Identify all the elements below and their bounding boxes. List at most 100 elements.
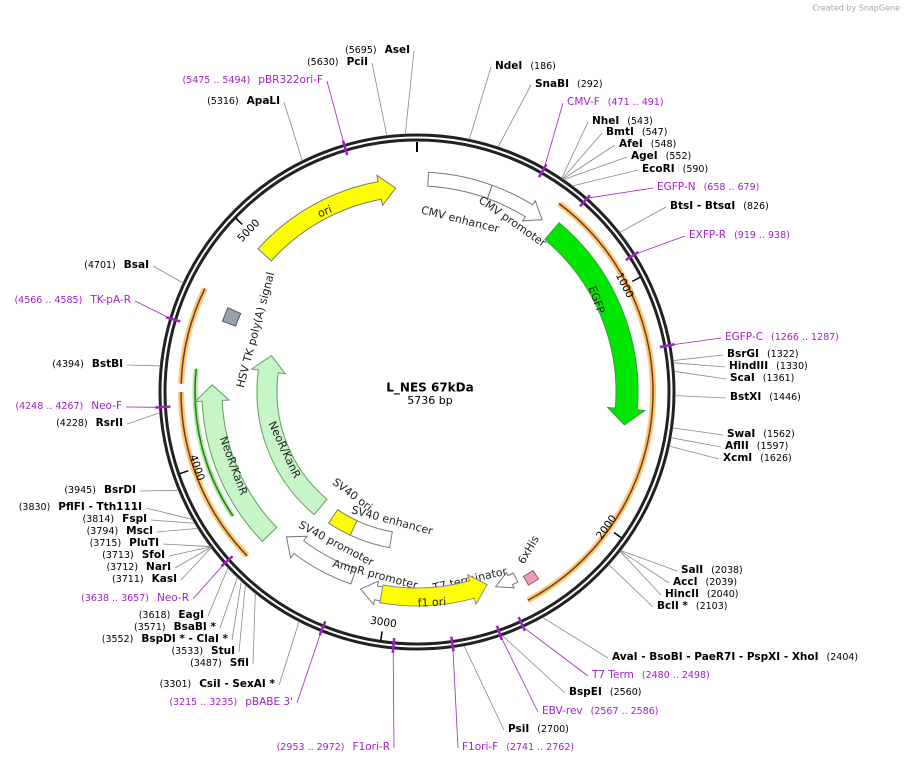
site-name: EGFP-N [657,181,696,193]
site-name: BstBI [92,358,123,370]
site-position: (3301) [160,679,192,690]
site-connector [502,636,565,693]
site-label: (5695)AseI [345,44,410,56]
feature-arrow [258,175,396,261]
site-name: BsaI [124,259,149,271]
site-connector [393,649,394,748]
site-position: (1562) [763,429,795,440]
site-position: (3487) [190,658,222,669]
site-label: XcmI (1626) [723,452,792,464]
site-name: F1ori-F [462,741,498,753]
site-name: EBV-rev [542,705,583,717]
site-name: BspDI * - ClaI * [141,633,228,645]
site-name: AfeI [619,138,643,150]
site-position: (2567 .. 2586) [591,706,659,717]
site-position: (919 .. 938) [734,230,790,241]
tick-mark [632,277,640,281]
site-position: (5316) [207,96,239,107]
site-position: (3794) [87,526,119,537]
site-label: EBV-rev (2567 .. 2586) [542,705,659,717]
site-label: HincII(2040) [665,588,739,600]
site-connector [208,568,228,616]
site-name: SnaBI [535,78,569,90]
site-position: (3638 .. 3657) [81,593,149,604]
site-position: (3533) [171,646,203,657]
site-position: (548) [651,139,677,150]
site-label: (4228)RsrII [56,417,123,429]
site-name: ApaLI [247,95,280,107]
site-name: TK-pA-R [89,294,131,306]
tick-mark [614,533,621,538]
site-label: EcoRI(590) [642,163,708,175]
site-label: AgeI(552) [631,150,691,162]
site-name: BtsI - BtsαI [670,200,735,212]
site-name: CMV-F [567,96,600,108]
site-label: T7 Term(2480 .. 2498) [591,669,710,681]
site-connector [297,632,321,703]
site-position: (2040) [707,589,739,600]
site-label: (3712) NarI [106,561,171,573]
site-connector [153,266,183,283]
feature-label: f1 ori [417,595,446,609]
tick-mark [236,218,242,224]
site-connector [498,85,531,147]
site-position: (5695) [345,45,377,56]
site-label: (5475 .. 5494)pBR322ori-F [182,74,323,86]
site-position: (3571) [134,622,166,633]
site-position: (3945) [64,485,96,496]
site-name: PflFI - Tth111I [58,501,142,513]
site-name: EGFP-C [725,331,763,343]
watermark: Created by SnapGene [812,4,900,13]
site-label: CMV-F(471 .. 491) [567,96,664,108]
site-name: F1ori-R [353,741,390,753]
site-name: XcmI [723,452,752,464]
site-label: BclI *(2103) [657,600,727,612]
site-connector [151,520,195,523]
site-name: ScaI [730,372,755,384]
site-label: SalI(2038) [681,564,743,576]
site-label: (3945) BsrDI [64,484,136,496]
site-name: PluTI [129,537,159,549]
primer-mark [451,637,453,652]
primer-mark [660,344,675,347]
site-name: BspEI [569,686,602,698]
site-connector [405,51,414,134]
site-position: (2039) [705,577,737,588]
site-position: (2700) [537,724,569,735]
site-name: NarI [146,561,171,573]
site-connector [620,207,666,232]
site-position: (3618) [139,610,171,621]
site-connector [193,564,224,599]
site-label: BstXI(1446) [730,391,801,403]
site-position: (3552) [102,634,134,645]
tick-label: 3000 [369,615,397,631]
site-name: CsiI - SexAI * [199,678,275,690]
site-position: (2741 .. 2762) [506,742,574,753]
site-name: KasI [152,573,177,585]
site-label: (3814)FspI [83,513,147,525]
site-connector [523,627,588,676]
site-position: (1626) [760,453,792,464]
site-label: BtsI - BtsαI(826) [670,200,769,212]
primer-mark [155,407,170,408]
site-connector [542,617,608,658]
site-name: PciI [347,56,368,68]
site-label: SnaBI(292) [535,78,603,90]
site-connector [127,365,160,366]
primer-mark [343,141,347,155]
site-label: EXFP-R(919 .. 938) [689,229,790,241]
site-connector [163,544,210,547]
site-position: (3712) [106,562,138,573]
primer-mark [166,317,180,321]
site-name: BsrDI [104,484,136,496]
site-connector [239,585,245,652]
site-position: (4701) [84,260,116,271]
site-label: (4248 .. 4267)Neo-F [15,400,122,412]
site-name: BclI * [657,600,688,612]
site-name: HindIII [729,360,768,372]
site-label: (3618)EagI [139,609,204,621]
site-label: (3715)PluTI [90,537,159,549]
site-label: (4566 .. 4585)TK-pA-R [14,294,131,306]
site-label: (3533)StuI [171,645,235,657]
